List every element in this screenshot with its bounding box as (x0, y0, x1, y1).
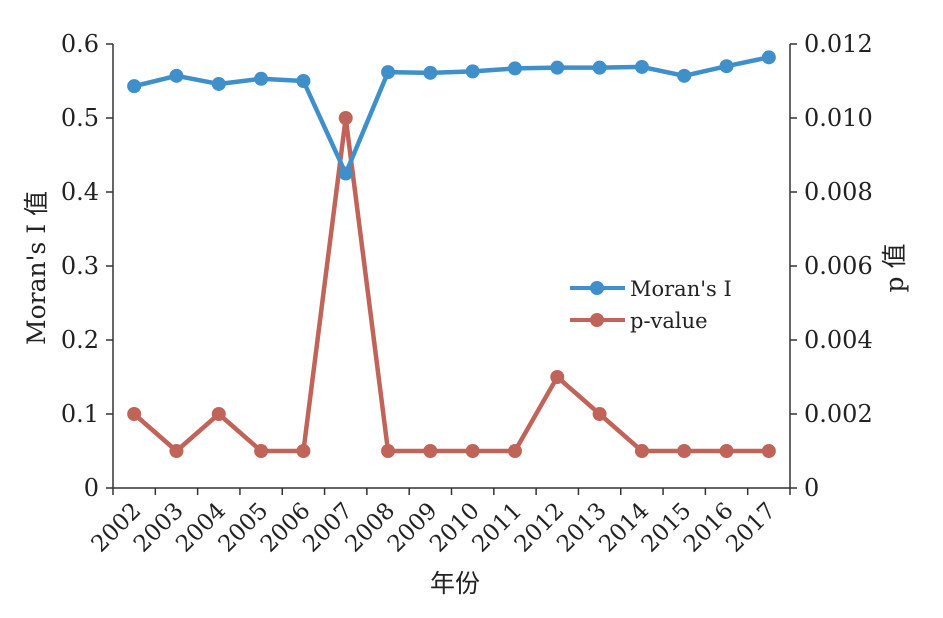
data-point-morans-i (423, 65, 438, 80)
axes (112, 44, 791, 489)
series-line-p-value (131, 115, 772, 454)
left-y-tick-label: 0.5 (61, 104, 99, 132)
series-layer (127, 50, 776, 458)
legend-item-morans-i: Moran's I (570, 277, 732, 301)
data-point-morans-i (507, 61, 522, 76)
data-point-p-value (550, 370, 565, 384)
right-y-tick-label: 0.004 (804, 326, 873, 354)
data-point-p-value (592, 407, 607, 421)
data-point-morans-i (381, 65, 396, 80)
data-point-morans-i (254, 71, 269, 86)
series-p-value (127, 111, 776, 458)
data-point-morans-i (761, 50, 776, 65)
data-point-p-value (677, 444, 692, 458)
right-y-axis-ticks: 0 0.002 0.004 0.006 0.008 0.010 0.012 (790, 30, 873, 502)
data-point-morans-i (719, 59, 734, 74)
data-point-p-value (211, 407, 226, 421)
right-y-tick-label: 0 (804, 474, 819, 502)
right-y-tick-label: 0.008 (804, 178, 873, 206)
data-point-morans-i (634, 59, 649, 74)
data-point-p-value (761, 444, 776, 458)
x-axis-title: 年份 (430, 569, 480, 598)
left-y-tick-label: 0.1 (61, 400, 99, 428)
data-point-morans-i (338, 166, 353, 181)
data-point-p-value (423, 444, 438, 458)
data-point-p-value (254, 444, 269, 458)
data-point-morans-i (296, 74, 311, 88)
data-point-morans-i (465, 64, 480, 79)
left-y-tick-label: 0.3 (61, 252, 99, 280)
legend-marker-p-value (590, 313, 604, 327)
data-point-p-value (719, 444, 734, 458)
legend: Moran's I p-value (570, 277, 732, 333)
data-point-morans-i (169, 68, 184, 83)
left-y-tick-label: 0.4 (61, 178, 99, 206)
legend-item-p-value: p-value (570, 309, 708, 333)
data-point-p-value (127, 407, 142, 421)
series-morans-i (127, 50, 776, 181)
left-y-axis-title: Moran's I 值 (22, 191, 51, 345)
series-line-morans-i (131, 55, 772, 176)
data-point-morans-i (127, 79, 142, 94)
legend-label-morans-i: Moran's I (630, 277, 732, 301)
left-y-axis-ticks: 0 0.1 0.2 0.3 0.4 0.5 0.6 (61, 30, 113, 502)
right-y-tick-label: 0.006 (804, 252, 873, 280)
data-point-morans-i (211, 76, 226, 91)
data-point-p-value (338, 111, 353, 125)
x-axis-ticks: 2002200320042005200620072008200920102011… (87, 488, 791, 558)
data-point-morans-i (550, 60, 565, 75)
right-y-tick-label: 0.012 (804, 30, 873, 58)
right-y-tick-label: 0.010 (804, 104, 873, 132)
data-point-p-value (296, 444, 311, 458)
data-point-p-value (634, 444, 649, 458)
left-y-tick-label: 0.6 (61, 30, 99, 58)
data-point-p-value (507, 444, 522, 458)
data-point-p-value (169, 444, 184, 458)
data-point-morans-i (677, 68, 692, 83)
data-point-morans-i (592, 60, 607, 75)
data-point-p-value (465, 444, 480, 458)
data-point-p-value (381, 444, 396, 458)
x-tick-label: 2017 (721, 498, 781, 558)
left-y-tick-label: 0.2 (61, 326, 99, 354)
legend-label-p-value: p-value (630, 309, 708, 333)
right-y-axis-title: p 值 (880, 244, 909, 293)
legend-marker-morans-i (590, 281, 604, 295)
right-y-tick-label: 0.002 (804, 400, 873, 428)
left-y-tick-label: 0 (84, 474, 99, 502)
